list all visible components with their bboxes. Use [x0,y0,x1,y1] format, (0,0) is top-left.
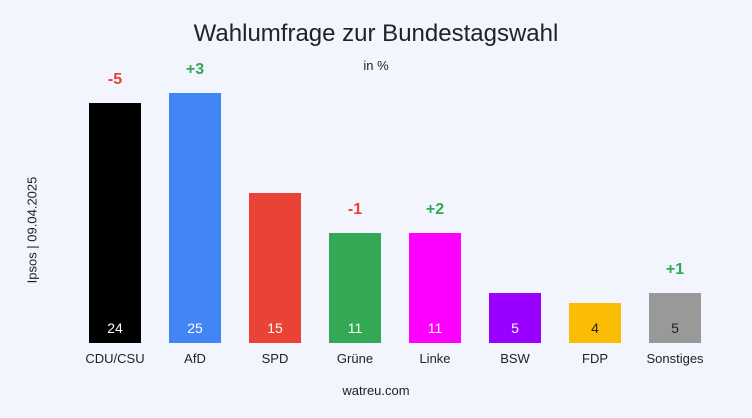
change-label: -1 [348,201,362,218]
bar [329,233,381,343]
category-label: FDP [582,351,608,366]
bar [649,293,701,343]
change-label: +3 [186,61,204,78]
change-label: -5 [108,71,122,88]
bar [409,233,461,343]
bar-value-label: 5 [511,320,519,336]
bar-value-label: 11 [348,320,363,336]
bar-value-label: 5 [671,320,679,336]
bar [569,303,621,343]
bar-value-label: 15 [267,320,283,336]
category-label: SPD [262,351,289,366]
change-label: +1 [666,261,684,278]
bar-value-label: 4 [591,320,599,336]
category-label: BSW [500,351,530,366]
unit-label: in % [363,58,389,73]
bar-value-label: 24 [107,320,123,336]
category-label: CDU/CSU [85,351,144,366]
change-label: +2 [426,201,444,218]
footer-credit: watreu.com [342,383,410,398]
category-label: Linke [419,351,450,366]
bar [249,193,301,343]
bar [489,293,541,343]
category-label: Sonstiges [646,351,704,366]
bar-value-label: 11 [428,320,443,336]
bar [169,93,221,343]
category-label: AfD [184,351,206,366]
chart-title: Wahlumfrage zur Bundestagswahl [193,20,559,47]
category-label: Grüne [337,351,373,366]
bar [89,103,141,343]
bar-value-label: 25 [187,320,203,336]
